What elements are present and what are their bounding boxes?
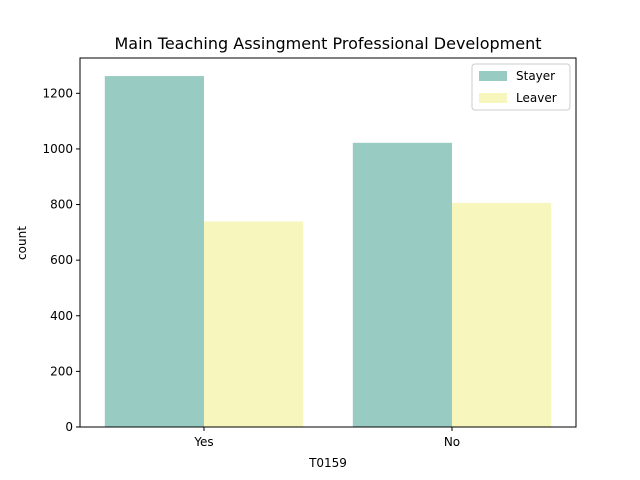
legend-label-stayer: Stayer: [516, 69, 555, 83]
x-axis-label: T0159: [308, 456, 347, 470]
y-tick-label: 1200: [42, 86, 73, 100]
x-tick-label: No: [444, 435, 460, 449]
y-tick-label: 600: [50, 253, 73, 267]
legend-swatch-leaver: [479, 93, 507, 103]
chart-title: Main Teaching Assingment Professional De…: [115, 34, 542, 53]
y-axis-label: count: [15, 226, 29, 260]
bar-stayer-no: [352, 142, 452, 428]
bar-stayer-yes: [104, 76, 204, 427]
y-tick-label: 0: [65, 420, 73, 434]
x-axis: Yes No: [193, 427, 460, 449]
bar-leaver-yes: [204, 221, 304, 427]
legend-swatch-stayer: [479, 71, 507, 81]
bar-leaver-no: [452, 202, 552, 427]
y-tick-label: 1000: [42, 142, 73, 156]
x-tick-label: Yes: [193, 435, 213, 449]
y-tick-label: 200: [50, 364, 73, 378]
legend: Stayer Leaver: [471, 63, 571, 111]
y-axis: 0 200 400 600 800 1000 1200: [42, 86, 80, 434]
plot-frame: [79, 57, 577, 428]
y-tick-label: 800: [50, 198, 73, 212]
y-tick-label: 400: [50, 309, 73, 323]
bars: [104, 76, 552, 428]
legend-label-leaver: Leaver: [516, 91, 557, 105]
